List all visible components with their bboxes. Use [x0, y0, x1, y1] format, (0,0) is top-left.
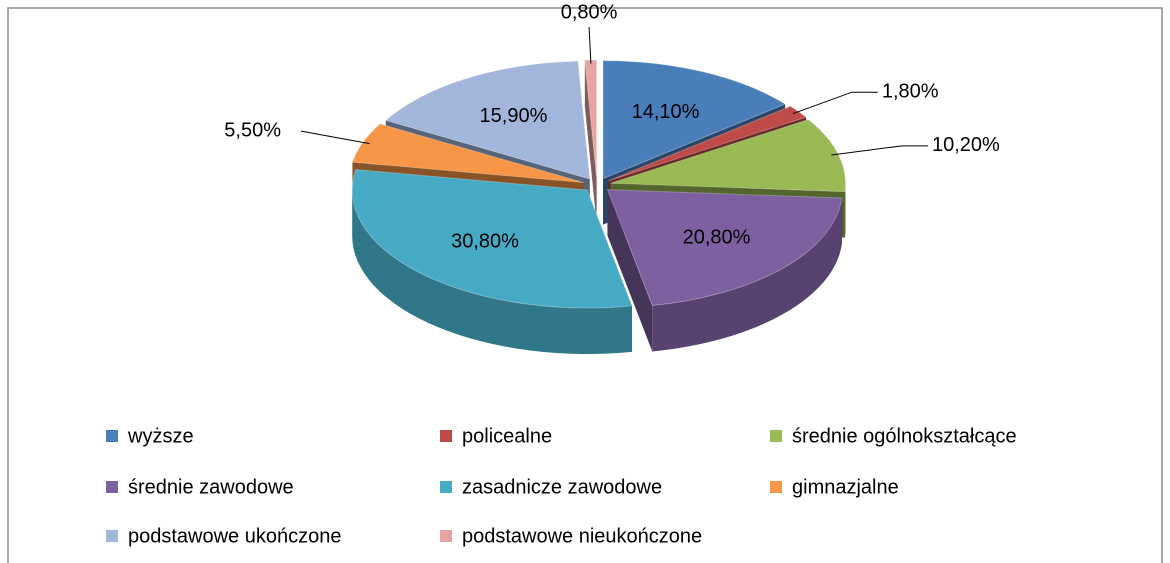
legend-swatch: [440, 530, 452, 542]
data-label: 30,80%: [451, 230, 519, 252]
leader-line: [831, 145, 929, 156]
data-label: 0,80%: [561, 1, 618, 23]
legend-swatch: [770, 481, 782, 493]
legend-swatch: [440, 430, 452, 442]
data-label: 20,80%: [683, 226, 751, 248]
legend-label: podstawowe ukończone: [128, 525, 341, 547]
data-label: 15,90%: [480, 105, 548, 127]
slice-tops: [351, 59, 847, 309]
slice: [351, 168, 633, 309]
legend-label: policealne: [462, 425, 552, 447]
legend-swatch: [440, 481, 452, 493]
legend-swatch: [106, 430, 118, 442]
leader-line: [792, 91, 878, 115]
data-label: 5,50%: [224, 119, 281, 141]
slice-wall: [844, 183, 846, 238]
data-label: 1,80%: [882, 80, 939, 102]
slice: [602, 60, 787, 180]
slice-wall: [652, 198, 842, 352]
legend-label: zasadnicze zawodowe: [462, 476, 662, 498]
legend-label: średnie zawodowe: [128, 476, 294, 498]
slice-edge: [607, 189, 653, 352]
legend-swatch: [106, 530, 118, 542]
data-label: 10,20%: [932, 134, 1000, 156]
leader-line: [300, 130, 370, 145]
slice: [384, 60, 591, 180]
slice-edge: [584, 60, 597, 224]
slice-wall: [352, 190, 632, 355]
legend-label: podstawowe nieukończone: [462, 525, 702, 547]
legend-swatch: [106, 481, 118, 493]
legend-swatch: [770, 430, 782, 442]
data-labels: 14,10% 1,80% 10,20% 20,80% 30,80% 5,50% 15,90%…: [224, 1, 1000, 252]
legend-label: średnie ogólnokształcące: [792, 425, 1017, 447]
chart-frame: [7, 7, 1163, 563]
slice: [606, 189, 843, 307]
leader-line: [588, 26, 592, 64]
data-label: 14,10%: [632, 101, 700, 123]
legend-label: gimnazjalne: [792, 476, 899, 498]
legend-label: wyższe: [127, 425, 194, 447]
